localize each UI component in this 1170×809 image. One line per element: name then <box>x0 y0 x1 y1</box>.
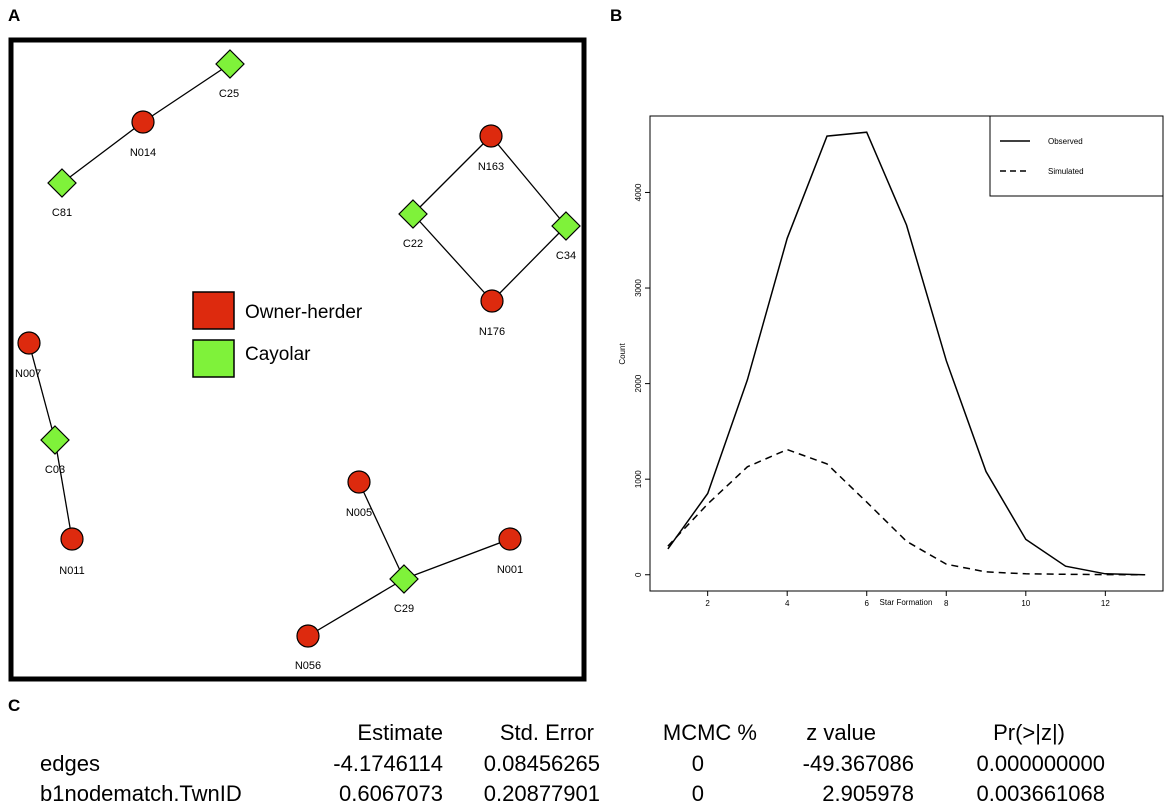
y-tick-label-1000: 1000 <box>634 470 643 488</box>
y-tick-label-0: 0 <box>634 572 643 577</box>
panel-letter-a: A <box>8 6 20 25</box>
x-axis-title: Star Formation <box>880 598 933 607</box>
legend-simulated-label: Simulated <box>1048 167 1084 176</box>
node-n014-owner-herder-circle <box>131 110 155 134</box>
edge-n007-c03 <box>28 342 56 441</box>
edge-c22-n176 <box>412 213 493 302</box>
x-tick-label-12: 12 <box>1101 599 1110 608</box>
node-n056-owner-herder-circle <box>296 624 320 648</box>
x-tick-label-10: 10 <box>1021 599 1030 608</box>
edge-n163-c22 <box>412 135 492 215</box>
node-c81-cayolar-diamond <box>47 168 77 198</box>
cell-edges-std-error: 0.08456265 <box>484 751 600 776</box>
panel-letter-c: C <box>8 696 20 715</box>
plot-legend: Observed Simulated <box>989 115 1164 197</box>
node-n176-owner-herder-circle <box>480 289 504 313</box>
series-layer <box>667 131 1146 576</box>
node-label-c34: C34 <box>556 250 576 262</box>
node-c25-cayolar-diamond <box>215 49 245 79</box>
row-name-nodematch: b1nodematch.TwnID <box>40 781 242 806</box>
x-tick-label-8: 8 <box>944 599 949 608</box>
cell-nodematch-p: 0.003661068 <box>977 781 1105 806</box>
node-label-c81: C81 <box>52 207 72 219</box>
header-mcmc: MCMC % <box>663 720 757 745</box>
cell-nodematch-std-error: 0.20877901 <box>484 781 600 806</box>
edge-n163-c34 <box>490 135 567 227</box>
node-label-n056: N056 <box>295 660 321 672</box>
node-c22-cayolar-diamond <box>398 199 428 229</box>
x-axis: 2 4 6 8 10 12 <box>705 591 1110 608</box>
y-tick-label-4000: 4000 <box>634 183 643 201</box>
edge-c03-n011 <box>54 439 73 540</box>
node-label-n163: N163 <box>478 161 504 173</box>
header-z-value: z value <box>806 720 876 745</box>
panel-letter-b: B <box>610 6 622 25</box>
node-n001-owner-herder-circle <box>498 527 522 551</box>
x-tick-label-6: 6 <box>865 599 870 608</box>
legend-cayolar-swatch <box>192 339 235 378</box>
edge-c34-n176 <box>491 225 567 302</box>
node-label-c22: C22 <box>403 238 423 250</box>
cell-nodematch-estimate: 0.6067073 <box>339 781 443 806</box>
network-frame <box>8 37 587 682</box>
node-c29-cayolar-diamond <box>389 564 419 594</box>
edge-n005-c29 <box>358 481 405 580</box>
cell-edges-z: -49.367086 <box>803 751 914 776</box>
y-axis: 0 1000 2000 3000 4000 <box>634 183 650 577</box>
y-tick-label-3000: 3000 <box>634 279 643 297</box>
row-name-edges: edges <box>40 751 100 776</box>
node-label-c25: C25 <box>219 88 239 100</box>
edge-n014-c81 <box>61 121 144 184</box>
legend-owner-herder-label: Owner-herder <box>245 302 363 323</box>
results-table: Estimate Std. Error MCMC % z value Pr(>|… <box>40 720 1105 806</box>
node-n011-owner-herder-circle <box>60 527 84 551</box>
node-label-n014: N014 <box>130 147 156 159</box>
cell-edges-estimate: -4.1746114 <box>333 751 443 776</box>
header-p-value: Pr(>|z|) <box>993 720 1065 745</box>
node-label-n005: N005 <box>346 507 372 519</box>
node-label-n001: N001 <box>497 564 523 576</box>
series-line-simulated <box>667 448 1146 576</box>
network-edges <box>28 63 567 637</box>
plot-frame <box>649 115 1164 592</box>
y-tick-label-2000: 2000 <box>634 374 643 392</box>
node-label-n011: N011 <box>59 565 84 577</box>
series-line-observed <box>667 131 1146 576</box>
network-panel: C25 N014 C81 N163 C22 C34 N176 N007 C03 N011 N005 N… <box>8 37 587 682</box>
node-label-n176: N176 <box>479 326 505 338</box>
cell-edges-mcmc: 0 <box>692 751 704 776</box>
network-legend: Owner-herder Cayolar <box>192 291 363 378</box>
chart-panel: 2 4 6 8 10 12 0 1000 2000 3000 4000 Star Formatio… <box>618 115 1164 608</box>
node-n163-owner-herder-circle <box>479 124 503 148</box>
cell-nodematch-z: 2.905978 <box>822 781 914 806</box>
cell-edges-p: 0.000000000 <box>977 751 1105 776</box>
node-c03-cayolar-diamond <box>40 425 70 455</box>
node-c34-cayolar-diamond <box>551 211 581 241</box>
edge-c29-n056 <box>307 578 405 637</box>
node-label-c29: C29 <box>394 603 414 615</box>
y-axis-title: Count <box>618 343 627 365</box>
node-label-n007: N007 <box>15 368 41 380</box>
edge-c29-n001 <box>403 538 511 580</box>
network-nodes: C25 N014 C81 N163 C22 C34 N176 N007 C03 N011 N005 N… <box>15 49 581 672</box>
x-tick-label-4: 4 <box>785 599 790 608</box>
plot-legend-box <box>989 115 1164 197</box>
header-estimate: Estimate <box>357 720 443 745</box>
edge-c25-n014 <box>142 63 231 123</box>
node-n007-owner-herder-circle <box>17 331 41 355</box>
legend-owner-herder-swatch <box>192 291 235 330</box>
cell-nodematch-mcmc: 0 <box>692 781 704 806</box>
header-std-error: Std. Error <box>500 720 594 745</box>
legend-observed-label: Observed <box>1048 137 1083 146</box>
node-n005-owner-herder-circle <box>347 470 371 494</box>
node-label-c03: C03 <box>45 464 65 476</box>
x-tick-label-2: 2 <box>705 599 710 608</box>
legend-cayolar-label: Cayolar <box>245 344 311 365</box>
